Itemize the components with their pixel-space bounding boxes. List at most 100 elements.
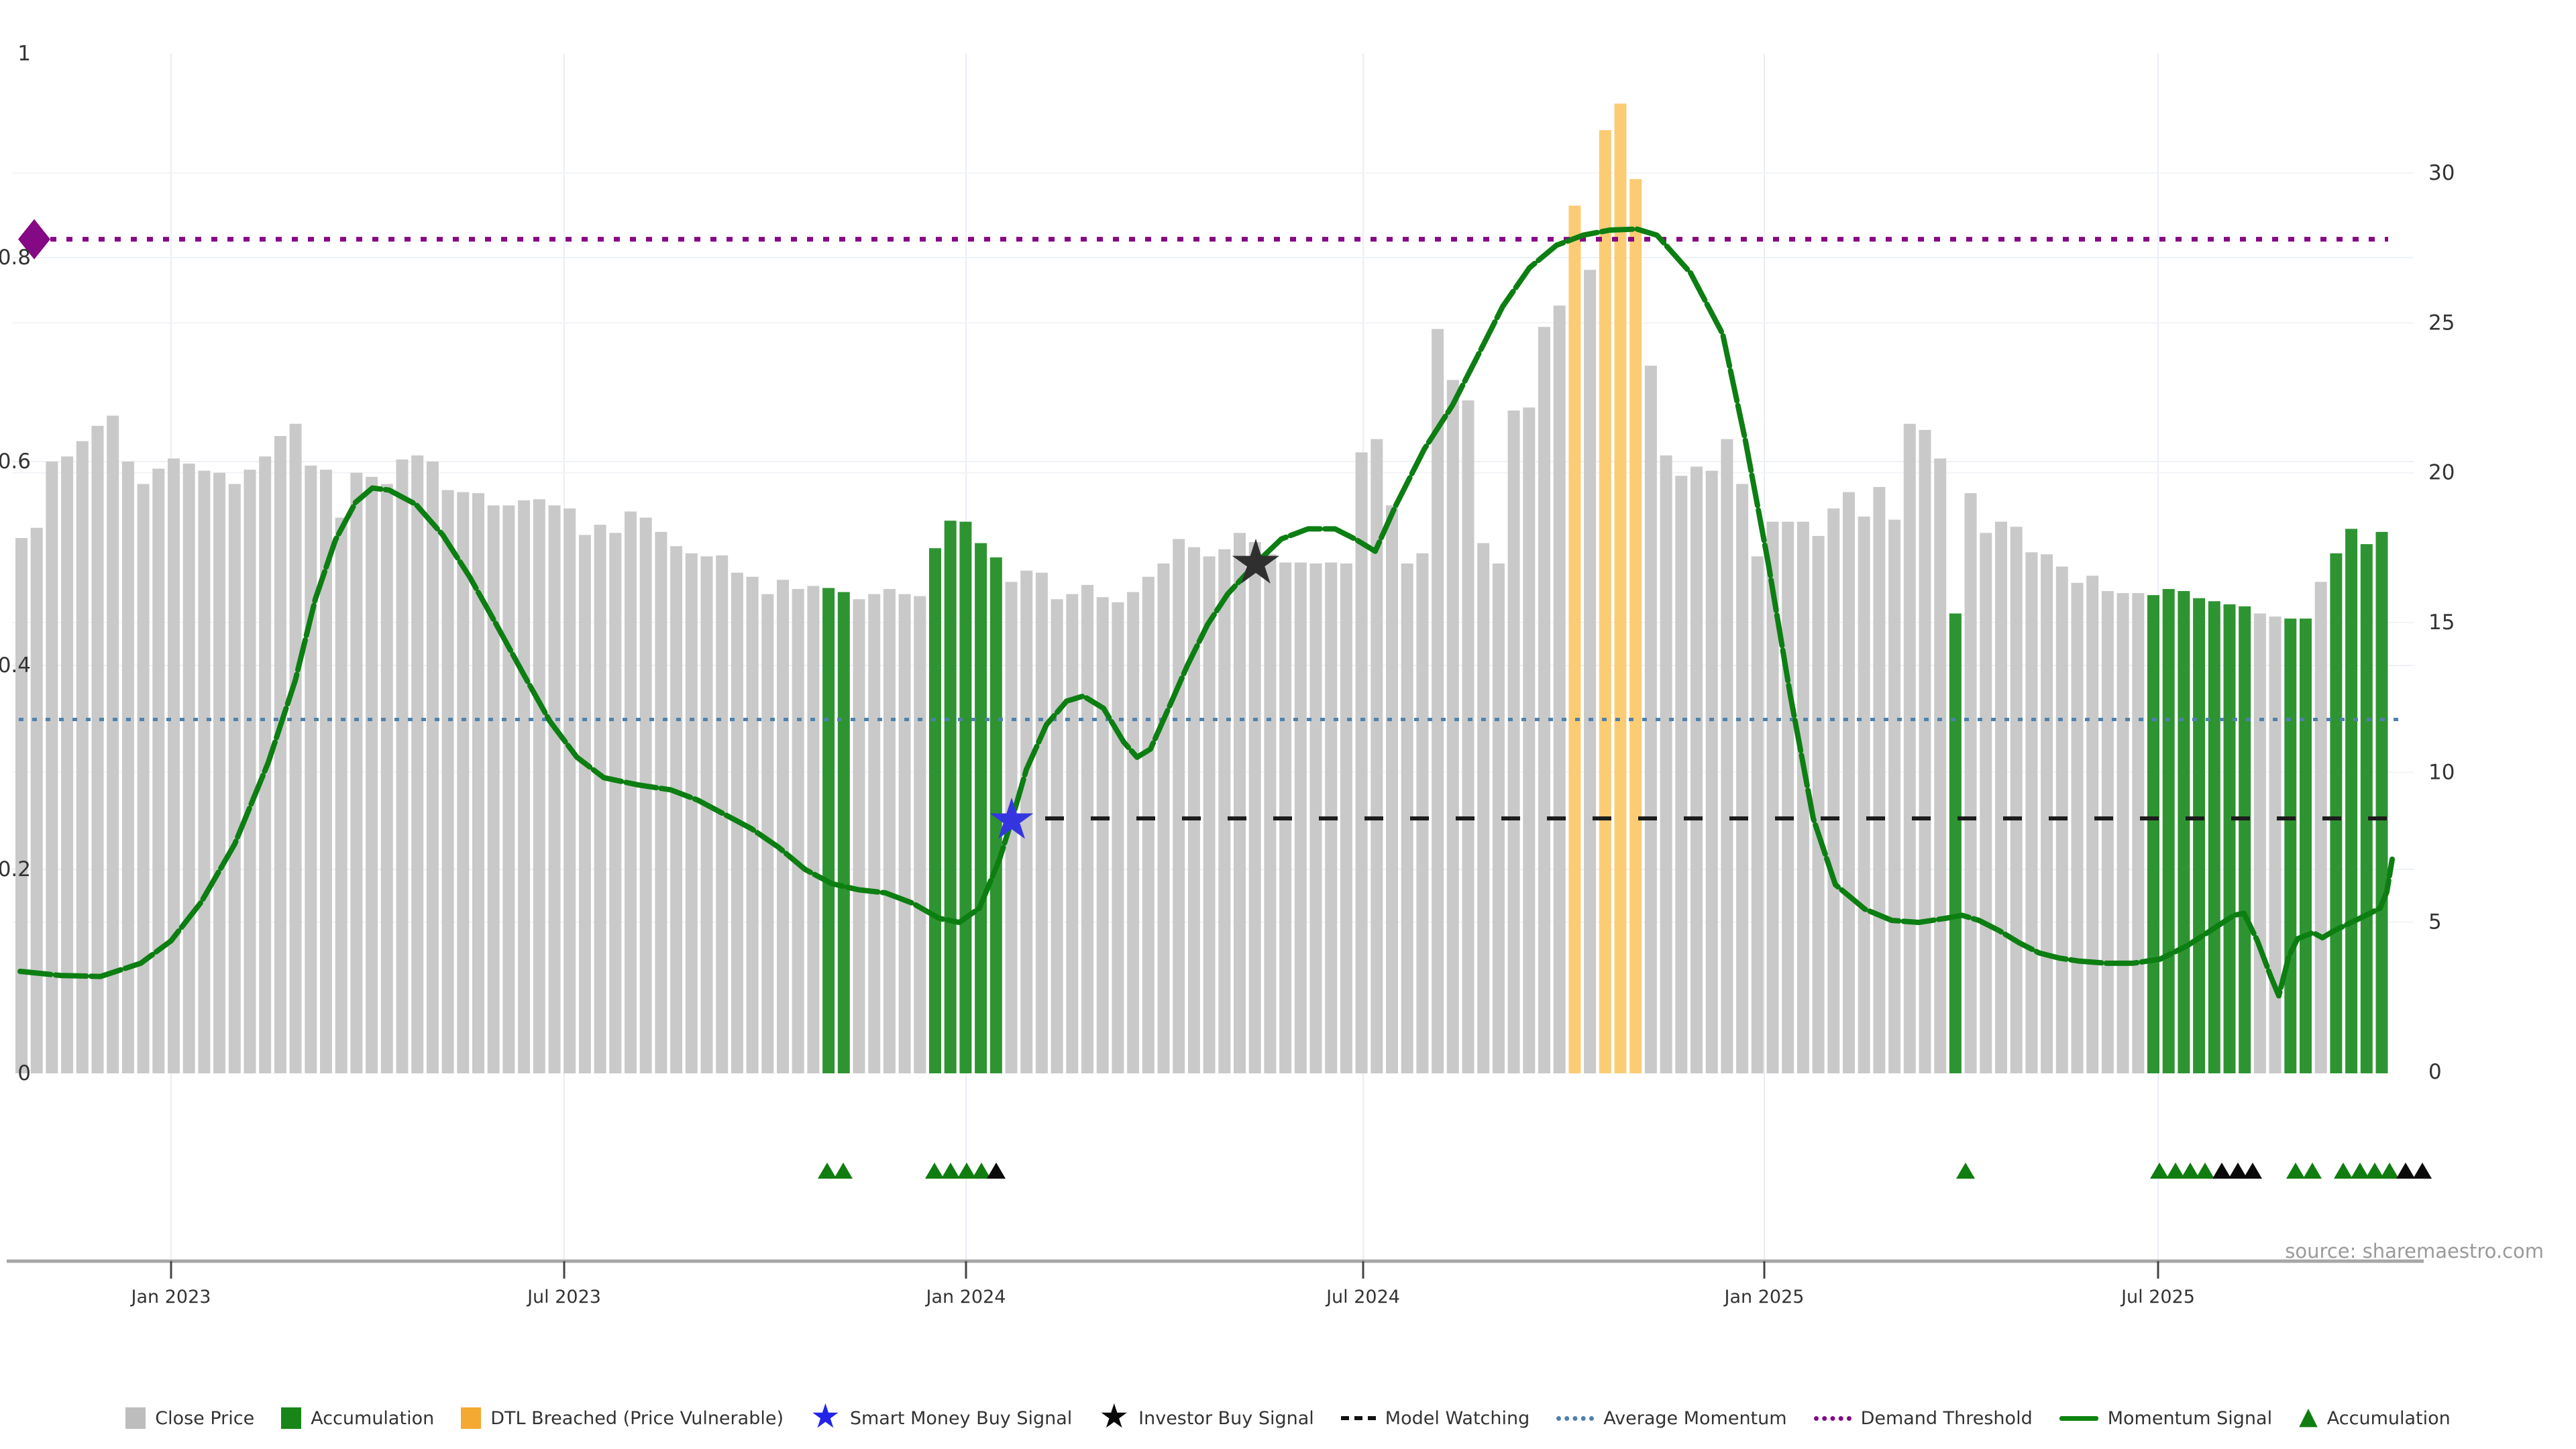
close-price-bar (1416, 553, 1429, 1073)
close-price-bar (1051, 599, 1063, 1073)
legend-dotted-line-swatch (1813, 1415, 1851, 1421)
accumulation-bar (2162, 589, 2175, 1073)
close-price-bar (168, 458, 180, 1073)
close-price-bar (1081, 584, 1093, 1073)
close-price-bar (121, 462, 134, 1073)
close-price-bar (1234, 533, 1246, 1073)
close-price-bar (1401, 564, 1413, 1073)
close-price-bar (411, 455, 424, 1073)
accumulation-triangle (2286, 1163, 2305, 1179)
close-price-bar (853, 599, 865, 1073)
close-price-bar (594, 525, 606, 1073)
dtl-breached-bar (1629, 178, 1642, 1074)
close-price-bar (746, 576, 759, 1073)
legend-item-label: Accumulation (311, 1407, 435, 1429)
legend-item: Momentum Signal (2059, 1408, 2272, 1429)
close-price-bar (1477, 543, 1490, 1073)
legend-triangle-icon: ▲ (2299, 1403, 2318, 1430)
close-price-bar (137, 484, 150, 1073)
dtl-breached-bar (1599, 130, 1611, 1073)
close-price-bar (457, 492, 470, 1073)
close-price-bar (1766, 521, 1779, 1073)
close-price-bar (61, 456, 74, 1073)
right-axis-tick-label: 20 (2428, 461, 2455, 485)
momentum-signal-line (17, 226, 2395, 999)
accumulation-triangle (2351, 1163, 2369, 1179)
close-price-bar (807, 586, 820, 1073)
close-price-bar (502, 505, 515, 1073)
source-note: source: sharemaestro.com (2285, 1240, 2544, 1263)
close-price-bar (639, 517, 652, 1073)
close-price-bar (244, 470, 256, 1073)
accumulation-bar (837, 592, 850, 1073)
accumulation-triangle (834, 1163, 853, 1179)
close-price-bar (1294, 562, 1307, 1073)
close-price-bar (1355, 452, 1368, 1073)
right-axis-tick-label: 0 (2428, 1060, 2442, 1084)
close-price-bar (1340, 564, 1352, 1073)
accumulation-bar (2223, 604, 2236, 1073)
accumulation-bar (2360, 544, 2373, 1073)
close-price-bar (1173, 539, 1185, 1073)
legend-item-label: Average Momentum (1603, 1407, 1787, 1429)
close-price-bar (898, 594, 911, 1073)
left-axis-tick-label: 1 (17, 42, 31, 66)
accumulation-triangle (2303, 1163, 2322, 1179)
close-price-bar (182, 464, 195, 1073)
close-price-bar (1584, 270, 1597, 1073)
close-price-bar (1492, 564, 1505, 1073)
accumulation-triangle (2365, 1163, 2384, 1179)
close-price-bar (1462, 400, 1474, 1073)
close-price-bar (2010, 527, 2023, 1073)
right-axis-tick-label: 25 (2428, 311, 2455, 335)
legend-item-label: DTL Breached (Price Vulnerable) (490, 1407, 784, 1429)
right-axis-tick-label: 15 (2428, 610, 2455, 635)
close-price-bar (625, 511, 637, 1073)
close-price-bar (868, 594, 881, 1073)
close-price-bar (1264, 554, 1277, 1073)
accumulation-triangle-black (2212, 1163, 2231, 1179)
accumulation-triangle (2166, 1163, 2185, 1179)
x-axis-tick-label: Jul 2024 (1325, 1287, 1400, 1307)
close-price-bar (655, 531, 667, 1073)
close-price-bar (1736, 484, 1749, 1073)
close-price-bar (91, 425, 104, 1073)
close-price-bar (2041, 554, 2053, 1073)
close-price-bar (564, 508, 576, 1073)
close-price-bar (2132, 593, 2145, 1073)
close-price-bar (685, 553, 698, 1073)
close-price-bar (1888, 519, 1901, 1073)
close-price-bar (350, 472, 363, 1073)
close-price-bar (1903, 423, 1916, 1073)
accumulation-bar (2284, 619, 2297, 1073)
legend-item: Average Momentum (1556, 1407, 1787, 1429)
left-axis-tick-label: 0.4 (0, 653, 31, 678)
close-price-bar (548, 505, 561, 1073)
accumulation-triangle-black (987, 1163, 1006, 1179)
legend-item: Model Watching (1340, 1408, 1529, 1429)
accumulation-bar (2345, 529, 2358, 1073)
close-price-bar (320, 470, 332, 1073)
accumulation-bar (1949, 613, 1962, 1073)
accumulation-triangle-black (2396, 1163, 2415, 1179)
close-price-bar (472, 493, 484, 1073)
close-price-bar (1980, 533, 1992, 1073)
close-price-bar (1523, 407, 1536, 1073)
close-price-bar (2269, 616, 2282, 1073)
legend-dashed-line-swatch (1340, 1416, 1376, 1420)
legend-item: Demand Threshold (1813, 1408, 2033, 1429)
close-price-bar (518, 500, 531, 1073)
close-price-bar (441, 490, 454, 1073)
x-axis-tick-label: Jan 2023 (130, 1287, 211, 1307)
close-price-bar (1751, 556, 1764, 1073)
right-axis-tick-label: 10 (2428, 760, 2455, 784)
close-price-bar (2314, 582, 2327, 1073)
accumulation-triangle-black (2229, 1163, 2247, 1179)
close-price-bar (274, 436, 286, 1073)
close-price-bar (1371, 439, 1383, 1073)
demand-threshold-diamond (18, 219, 50, 260)
accumulation-triangle-black (2413, 1163, 2432, 1179)
legend-item: Close Price (125, 1407, 254, 1429)
close-price-bar (2086, 576, 2099, 1073)
